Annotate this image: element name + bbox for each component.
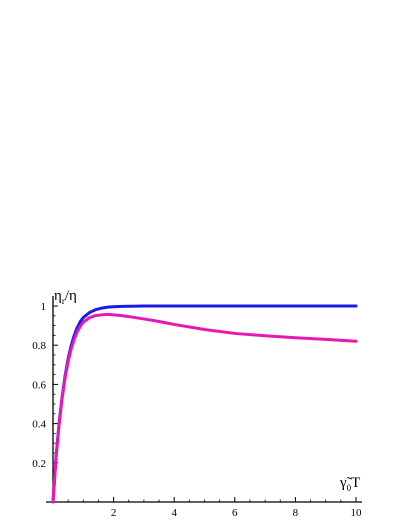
y-axis-title: ηr/η	[54, 288, 77, 306]
axes	[46, 296, 362, 503]
x-axis-title: γ̃0T	[339, 475, 360, 493]
x-tick-label: 4	[171, 507, 177, 519]
x-axis-title-rest: T	[351, 475, 360, 491]
ticks: 2 4 6 8 10 0.2 0.4 0.6 0.8 1	[32, 301, 362, 519]
y-tick-label: 0.2	[32, 458, 46, 470]
series-line-2	[51, 312, 358, 504]
y-axis-title-main: η	[54, 288, 62, 304]
x-tick-label: 2	[111, 507, 117, 519]
y-tick-label: 0.4	[32, 419, 46, 431]
y-tick-label: 0.8	[32, 340, 46, 352]
y-axis-title-rest: /η	[65, 288, 77, 304]
y-axis-title-sub: r	[62, 296, 65, 306]
x-tick-label: 10	[351, 507, 363, 519]
series-layer	[51, 304, 358, 504]
y-tick-label: 0.6	[32, 379, 46, 391]
x-tick-label: 8	[293, 507, 299, 519]
series-line-1	[51, 304, 358, 504]
x-axis-title-sub: 0	[347, 483, 352, 493]
y-tick-label: 1	[41, 301, 47, 313]
x-tick-label: 6	[232, 507, 238, 519]
